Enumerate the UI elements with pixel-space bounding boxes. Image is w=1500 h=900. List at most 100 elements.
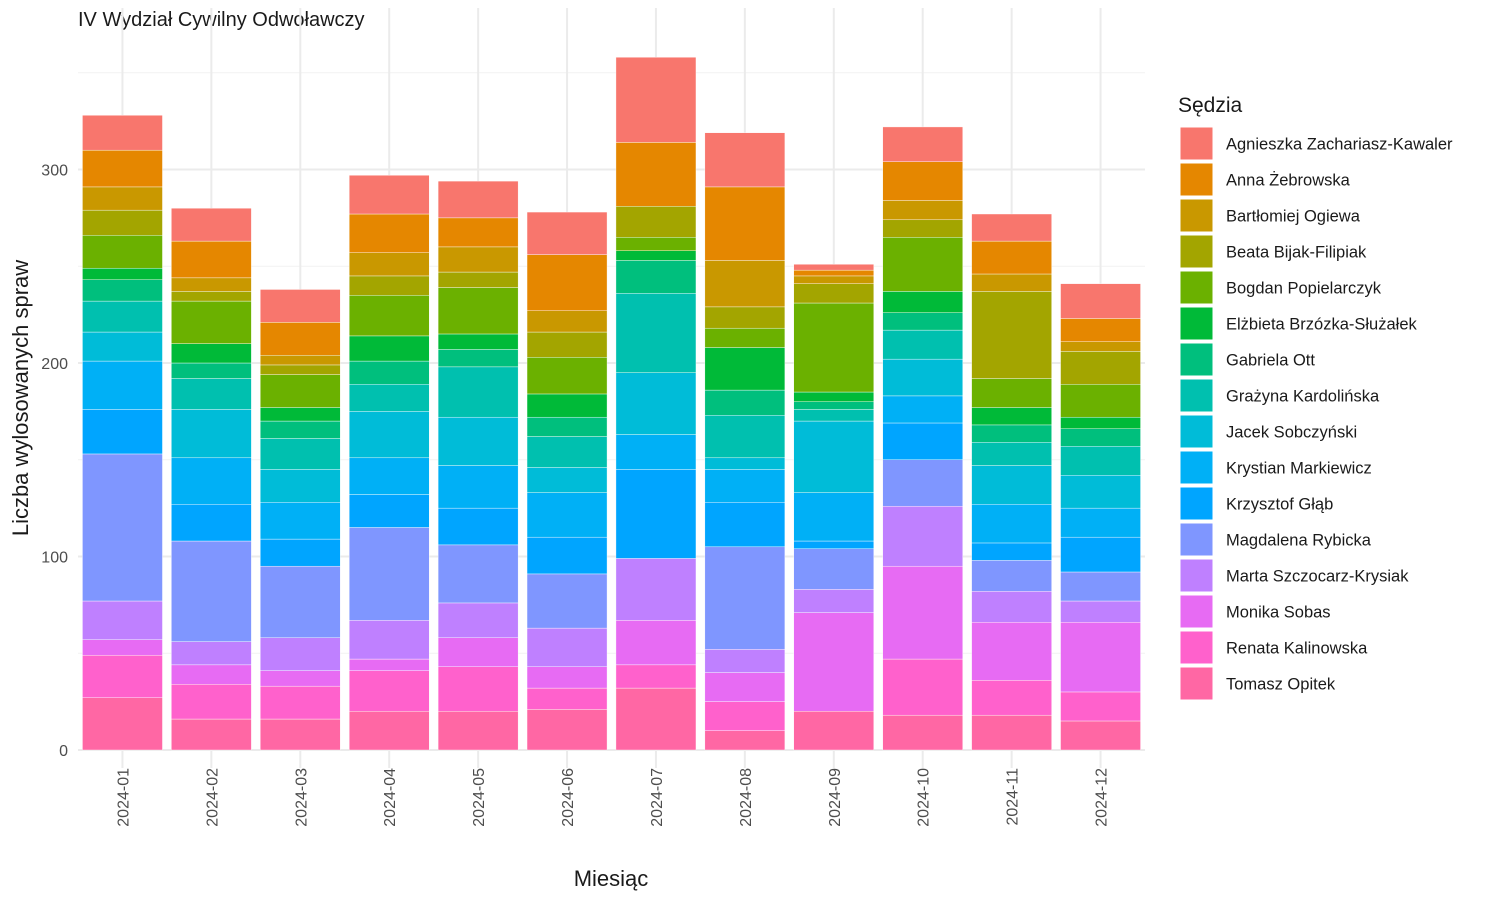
bar-segment <box>526 211 608 255</box>
bar-segment <box>82 267 163 280</box>
legend-label: Tomasz Opitek <box>1226 676 1336 694</box>
bar-segment <box>704 132 786 188</box>
bar-segment <box>1060 428 1141 447</box>
bar-segment <box>348 275 430 296</box>
x-tick-label: 2024-02 <box>204 768 221 827</box>
legend-swatch <box>1179 306 1214 341</box>
bar-segment <box>1060 536 1141 573</box>
x-tick-label: 2024-12 <box>1094 768 1111 827</box>
bar-segment <box>82 279 163 302</box>
bar-segment <box>348 335 430 362</box>
bar-segment <box>348 711 430 751</box>
legend-swatch <box>1179 270 1214 305</box>
bar-segment <box>82 300 163 333</box>
bar-segment <box>971 291 1052 379</box>
bar-segment <box>971 542 1052 561</box>
bar-segment <box>882 714 963 751</box>
bar-segment <box>882 395 963 424</box>
bar-segment <box>793 283 875 304</box>
bar-segment <box>348 457 430 495</box>
y-tick-label: 200 <box>41 356 68 373</box>
bar-segment <box>882 219 963 238</box>
bar-segment <box>971 407 1052 426</box>
bar-segment <box>348 411 430 459</box>
bar-segment <box>526 310 608 333</box>
bar-segment <box>971 504 1052 544</box>
bar-segment <box>260 364 341 375</box>
bar-segment <box>615 687 697 751</box>
bar-segment <box>171 504 252 542</box>
legend-swatch <box>1179 126 1214 161</box>
bar-segment <box>437 271 519 288</box>
bar-segment <box>971 442 1052 466</box>
bar-segment <box>971 714 1052 751</box>
bar-segment <box>171 291 252 302</box>
legend-label: Marta Szczocarz-Krysiak <box>1226 568 1409 586</box>
bar-segment <box>437 333 519 350</box>
bar-segment <box>526 573 608 629</box>
bar-segment <box>971 378 1052 408</box>
bar-segment <box>437 217 519 248</box>
bar-segment <box>793 420 875 493</box>
bar-segment <box>1060 351 1141 385</box>
bar-segment <box>171 343 252 364</box>
legend-label: Monika Sobas <box>1226 604 1331 622</box>
y-axis: 0 100 200 300 <box>41 163 68 761</box>
bar-segment <box>260 469 341 503</box>
bar-segment <box>260 322 341 356</box>
bar-segment <box>437 416 519 466</box>
bar-segment <box>348 620 430 660</box>
bar-segment <box>82 600 163 640</box>
bar-segment <box>615 372 697 435</box>
bar-segment <box>348 360 430 385</box>
legend-swatch <box>1179 666 1214 701</box>
bar-segment <box>348 213 430 253</box>
legend-swatch <box>1179 558 1214 593</box>
bar-segment <box>704 389 786 416</box>
bar-segment <box>526 627 608 667</box>
bar-segment <box>348 252 430 277</box>
bar-segment <box>793 401 875 410</box>
bar-segment <box>526 331 608 358</box>
bar-segment <box>882 237 963 292</box>
bar-segment <box>793 548 875 590</box>
bar-segment <box>526 709 608 751</box>
bar-segment <box>437 711 519 751</box>
bar-segment <box>82 186 163 211</box>
y-tick-label: 0 <box>59 743 68 760</box>
bar-segment <box>1060 691 1141 722</box>
legend-swatch <box>1179 378 1214 413</box>
bar-segment <box>437 602 519 638</box>
bar-segment <box>971 680 1052 716</box>
bar-segment <box>704 415 786 459</box>
x-tick-label: 2024-08 <box>738 768 755 827</box>
legend-label: Jacek Sobczyński <box>1226 424 1357 442</box>
bar-segment <box>526 436 608 468</box>
bar-segment <box>260 502 341 540</box>
bar-segment <box>704 649 786 673</box>
bar-segment <box>437 180 519 219</box>
bar-segment <box>437 366 519 418</box>
bar-segment <box>348 527 430 621</box>
bar-segment <box>260 438 341 470</box>
bar-segment <box>615 142 697 207</box>
legend-swatch <box>1179 414 1214 449</box>
bar-segment <box>971 424 1052 443</box>
bar-segment <box>615 260 697 294</box>
bar-segment <box>260 637 341 671</box>
bar-segment <box>971 622 1052 681</box>
bar-segment <box>704 457 786 470</box>
chart-title: IV Wydział Cywilny Odwoławczy <box>78 9 365 31</box>
legend-label: Grażyna Kardolińska <box>1226 388 1380 406</box>
legend-label: Anna Żebrowska <box>1226 171 1351 190</box>
bar-segment <box>971 465 1052 505</box>
bar-segment <box>704 546 786 650</box>
bar-segment <box>526 393 608 418</box>
bar-segment <box>437 246 519 273</box>
bar-segment <box>260 407 341 422</box>
bar-segment <box>437 637 519 667</box>
legend-title: Sędzia <box>1178 94 1243 117</box>
legend-label: Beata Bijak-Filipiak <box>1226 244 1367 262</box>
